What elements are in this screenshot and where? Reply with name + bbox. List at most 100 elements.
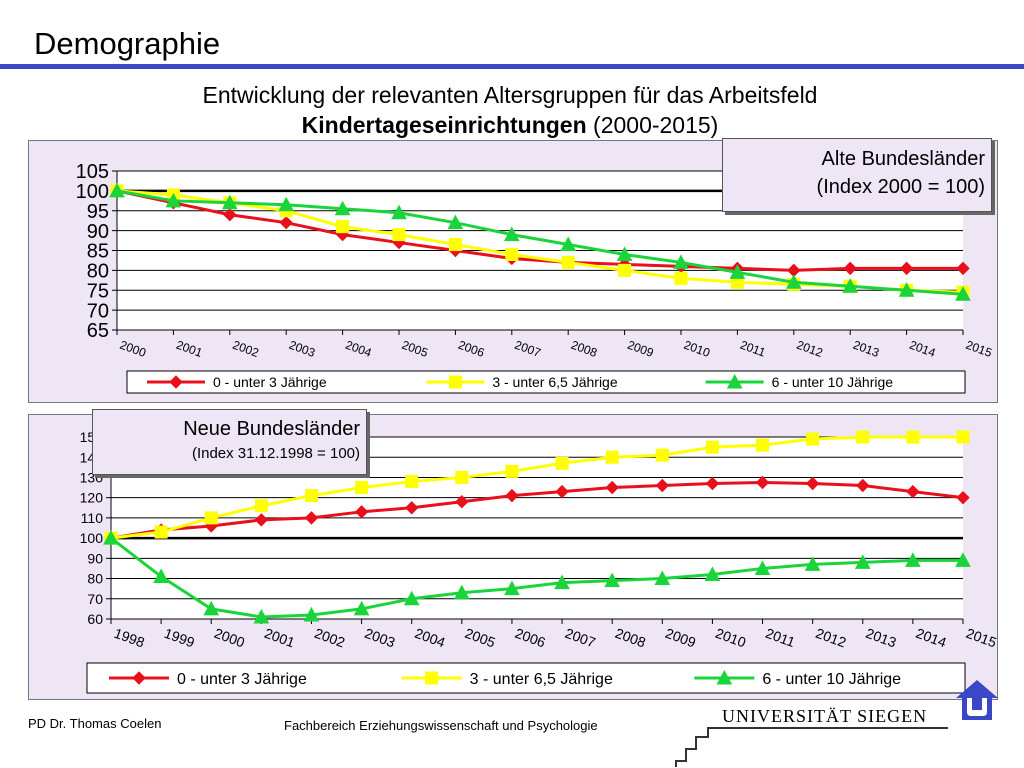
x-tick-label: 2015 [964, 338, 994, 360]
data-point [654, 570, 671, 586]
data-point [204, 511, 218, 525]
data-point [898, 282, 915, 297]
data-point [165, 192, 182, 208]
legend-label: 0 - unter 3 Jährige [213, 374, 327, 390]
y-tick-label: 70 [87, 300, 109, 322]
slide-title: Demographie [34, 26, 221, 61]
data-point [956, 261, 970, 276]
x-tick-label: 2014 [914, 625, 949, 651]
data-point [203, 600, 220, 616]
legend-box [86, 662, 966, 694]
data-point [103, 530, 119, 545]
data-point [405, 474, 419, 488]
x-tick-label: 2011 [764, 625, 798, 650]
x-tick-label: 2009 [626, 338, 656, 360]
subtitle-bold: Kindertageseinrichtungen [301, 112, 587, 138]
y-tick-label: 70 [87, 591, 103, 607]
data-point [655, 448, 669, 462]
data-point [618, 263, 632, 277]
x-tick-label: 2011 [738, 338, 767, 360]
y-tick-label: 75 [87, 280, 109, 302]
legend-marker [169, 375, 183, 389]
data-point [448, 238, 462, 252]
data-point [505, 464, 519, 478]
y-tick-label: 110 [81, 510, 104, 526]
data-point [554, 574, 570, 590]
data-point [785, 274, 802, 289]
data-point [455, 495, 469, 509]
y-tick-label: 105 [76, 161, 109, 183]
data-point [455, 470, 469, 484]
y-tick-label: 120 [80, 490, 104, 506]
data-point [806, 432, 820, 446]
x-tick-label: 2008 [569, 338, 599, 360]
data-point [253, 608, 270, 624]
x-tick-label: 2012 [814, 625, 849, 651]
y-tick-label: 60 [87, 611, 103, 627]
university-rule [708, 727, 948, 729]
x-tick-label: 2014 [908, 338, 938, 360]
stairs-decoration [675, 727, 709, 767]
data-point [503, 226, 520, 242]
region-label-neue: Neue Bundesländer (Index 31.12.1998 = 10… [92, 409, 367, 475]
data-point [447, 214, 464, 230]
x-tick-label: 2013 [851, 338, 881, 360]
legend-marker [716, 669, 733, 685]
data-point [804, 556, 821, 571]
data-point [404, 501, 419, 515]
data-point [504, 580, 520, 596]
x-tick-label: 2001 [262, 625, 297, 651]
legend-marker [132, 671, 146, 685]
y-tick-label: 80 [87, 571, 103, 587]
legend-label: 3 - unter 6,5 Jährige [470, 671, 613, 688]
x-tick-label: 2007 [563, 625, 598, 651]
slide-subtitle: Entwicklung der relevanten Altersgruppen… [60, 80, 960, 140]
data-point [278, 196, 295, 212]
x-tick-label: 2000 [118, 338, 148, 360]
x-tick-label: 2007 [513, 338, 543, 360]
data-point [673, 254, 689, 269]
data-point [899, 261, 914, 276]
series-line [110, 480, 964, 540]
legend-box [126, 370, 966, 394]
data-point [355, 481, 369, 495]
x-tick-label: 1998 [112, 625, 147, 651]
university-logo-icon [956, 680, 998, 720]
data-point [223, 208, 237, 222]
x-tick-label: 2005 [463, 625, 498, 651]
region-title: Neue Bundesländer [183, 418, 360, 440]
data-point [704, 566, 721, 582]
x-tick-label: 2004 [413, 625, 448, 651]
data-point [392, 228, 406, 242]
x-tick-label: 2003 [363, 625, 398, 651]
data-point [153, 568, 169, 584]
data-point [856, 430, 870, 444]
x-tick-label: 2012 [795, 338, 825, 360]
data-point [336, 220, 350, 234]
x-tick-label: 2009 [663, 625, 698, 651]
data-point [906, 484, 920, 499]
data-point [856, 478, 870, 493]
data-point [304, 489, 318, 503]
legend-label: 6 - unter 10 Jährige [772, 374, 894, 390]
x-tick-label: 2006 [456, 338, 486, 360]
data-point [842, 278, 859, 293]
footer-department: Fachbereich Erziehungswissenschaft und P… [284, 718, 598, 733]
data-point [254, 513, 269, 527]
x-tick-label: 2001 [174, 338, 204, 360]
legend-label: 6 - unter 10 Jährige [762, 671, 901, 688]
data-point [755, 475, 770, 490]
footer-author: PD Dr. Thomas Coelen [28, 716, 162, 731]
y-tick-label: 95 [87, 201, 109, 223]
data-point [109, 182, 125, 198]
subtitle-line-2: Kindertageseinrichtungen (2000-2015) [60, 110, 960, 140]
data-point [303, 606, 320, 622]
x-tick-label: 2003 [287, 338, 317, 360]
data-point [705, 476, 720, 491]
legend-label: 3 - unter 6,5 Jährige [492, 374, 618, 390]
legend-marker [448, 375, 462, 389]
data-point [854, 554, 871, 569]
data-point [555, 484, 569, 499]
data-point [955, 552, 971, 567]
data-point [304, 511, 319, 525]
